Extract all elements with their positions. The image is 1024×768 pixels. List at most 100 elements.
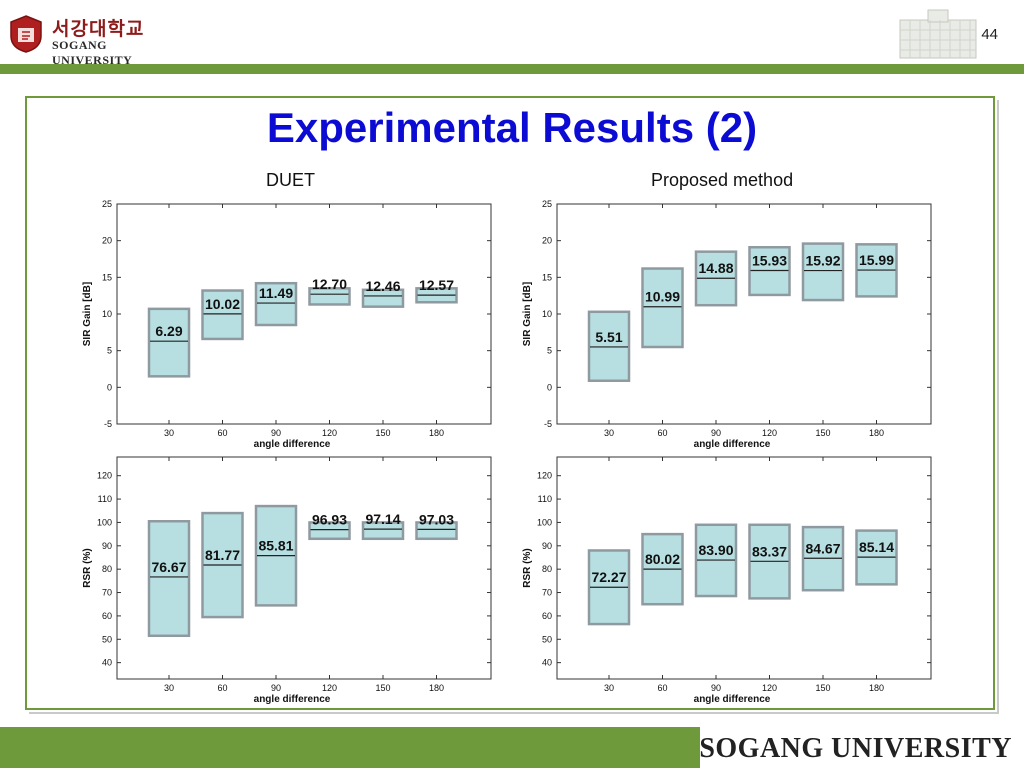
y-tick-label: 10 xyxy=(542,309,552,319)
x-tick-label: 180 xyxy=(869,683,884,693)
y-tick-label: 110 xyxy=(538,494,552,504)
y-tick-label: 20 xyxy=(102,236,112,246)
x-tick-label: 180 xyxy=(429,428,444,438)
median-label-90: 11.49 xyxy=(259,285,293,301)
chart-panel-2: -5 0 5 10 15 20 25 30 60 90 120 150 180 angle differe… xyxy=(522,199,932,450)
box-60 xyxy=(201,289,244,341)
box-120 xyxy=(308,287,351,306)
y-tick-label: 50 xyxy=(542,634,552,644)
y-tick-label: 100 xyxy=(97,517,112,527)
median-label-120: 15.93 xyxy=(752,253,787,269)
footer-university-name: SOGANG UNIVERSITY xyxy=(699,733,1012,764)
x-tick-label: 30 xyxy=(164,683,174,693)
content-frame xyxy=(25,96,995,710)
x-tick-label: 120 xyxy=(762,428,777,438)
median-label-120: 83.37 xyxy=(752,543,787,559)
x-axis-label: angle difference xyxy=(694,439,771,450)
x-tick-label: 150 xyxy=(815,683,830,693)
y-tick-label: 60 xyxy=(542,611,552,621)
median-label-120: 96.93 xyxy=(312,512,347,528)
y-tick-label: -5 xyxy=(104,419,112,429)
slide-title: Experimental Results (2) xyxy=(266,104,758,151)
median-label-150: 12.46 xyxy=(365,278,400,294)
box-30 xyxy=(147,520,191,638)
y-tick-label: 5 xyxy=(547,346,552,356)
x-tick-label: 150 xyxy=(815,428,830,438)
x-tick-label: 180 xyxy=(429,683,444,693)
slide-footer: SOGANG UNIVERSITY xyxy=(0,727,1024,768)
chart-panel-4: 40 50 60 70 80 90 100 110 120 30 60 90 120 150 180 angl… xyxy=(522,456,932,705)
box-150 xyxy=(361,288,405,308)
y-tick-label: 15 xyxy=(542,272,552,282)
y-tick-label: 80 xyxy=(102,564,112,574)
university-seal-icon xyxy=(10,15,42,53)
x-axis-label: angle difference xyxy=(254,694,331,705)
y-tick-label: 90 xyxy=(542,541,552,551)
box-60 xyxy=(641,267,684,349)
column-label-proposed: Proposed method xyxy=(651,170,794,190)
x-tick-label: 30 xyxy=(604,683,614,693)
box-180 xyxy=(415,521,458,541)
median-label-180: 15.99 xyxy=(859,252,894,268)
x-tick-label: 120 xyxy=(322,428,337,438)
median-label-30: 6.29 xyxy=(155,323,182,339)
header-accent-bar xyxy=(0,64,1024,74)
box-120 xyxy=(308,521,351,541)
x-tick-label: 120 xyxy=(762,683,777,693)
median-label-60: 80.02 xyxy=(645,551,680,567)
y-tick-label: -5 xyxy=(544,419,552,429)
y-tick-label: 40 xyxy=(102,658,112,668)
box-30 xyxy=(147,307,191,378)
y-tick-label: 90 xyxy=(102,541,112,551)
x-tick-label: 90 xyxy=(711,683,721,693)
campus-building-watermark-icon xyxy=(899,9,977,59)
logo-english-text: SOGANG UNIVERSITY xyxy=(52,38,133,67)
y-tick-label: 60 xyxy=(102,611,112,621)
y-tick-label: 120 xyxy=(97,471,112,481)
y-tick-label: 25 xyxy=(102,199,112,209)
logo-korean-text: 서강대학교 xyxy=(52,19,145,40)
y-tick-label: 20 xyxy=(542,236,552,246)
box-150 xyxy=(361,521,405,541)
y-tick-label: 10 xyxy=(102,309,112,319)
x-axis-label: angle difference xyxy=(694,694,771,705)
y-axis-label: SIR Gain [dB] xyxy=(82,282,93,346)
median-label-180: 12.57 xyxy=(419,277,454,293)
median-label-90: 85.81 xyxy=(258,538,293,554)
median-label-150: 97.14 xyxy=(365,511,400,527)
median-label-120: 12.70 xyxy=(312,276,347,292)
y-tick-label: 25 xyxy=(542,199,552,209)
x-tick-label: 60 xyxy=(657,683,667,693)
y-tick-label: 15 xyxy=(102,272,112,282)
footer-accent-bar xyxy=(0,727,700,768)
university-logo: 서강대학교 SOGANG UNIVERSITY xyxy=(8,10,178,67)
box-90 xyxy=(254,281,298,327)
median-label-90: 83.90 xyxy=(698,542,733,558)
box-150 xyxy=(801,242,845,302)
y-axis-label: RSR (%) xyxy=(522,548,533,587)
chart-panel-1: -5 0 5 10 15 20 25 30 60 90 120 150 180 angle differe… xyxy=(82,199,492,450)
x-tick-label: 90 xyxy=(271,683,281,693)
y-tick-label: 40 xyxy=(542,658,552,668)
y-axis-label: SIR Gain [dB] xyxy=(522,282,533,346)
y-tick-label: 100 xyxy=(537,517,552,527)
median-label-180: 85.14 xyxy=(859,539,894,555)
box-30 xyxy=(587,310,631,382)
x-tick-label: 120 xyxy=(322,683,337,693)
median-label-90: 14.88 xyxy=(698,260,733,276)
x-tick-label: 180 xyxy=(869,428,884,438)
y-tick-label: 70 xyxy=(542,588,552,598)
x-tick-label: 30 xyxy=(604,428,614,438)
slide-header: 서강대학교 SOGANG UNIVERSITY 44 xyxy=(0,0,1024,67)
median-label-30: 72.27 xyxy=(591,569,626,585)
y-tick-label: 0 xyxy=(547,382,552,392)
x-tick-label: 150 xyxy=(375,428,390,438)
median-label-180: 97.03 xyxy=(419,511,454,527)
x-tick-label: 60 xyxy=(657,428,667,438)
median-label-60: 10.99 xyxy=(645,289,680,305)
x-tick-label: 150 xyxy=(375,683,390,693)
x-axis-label: angle difference xyxy=(254,439,331,450)
y-tick-label: 70 xyxy=(102,588,112,598)
x-tick-label: 90 xyxy=(271,428,281,438)
x-tick-label: 60 xyxy=(217,428,227,438)
